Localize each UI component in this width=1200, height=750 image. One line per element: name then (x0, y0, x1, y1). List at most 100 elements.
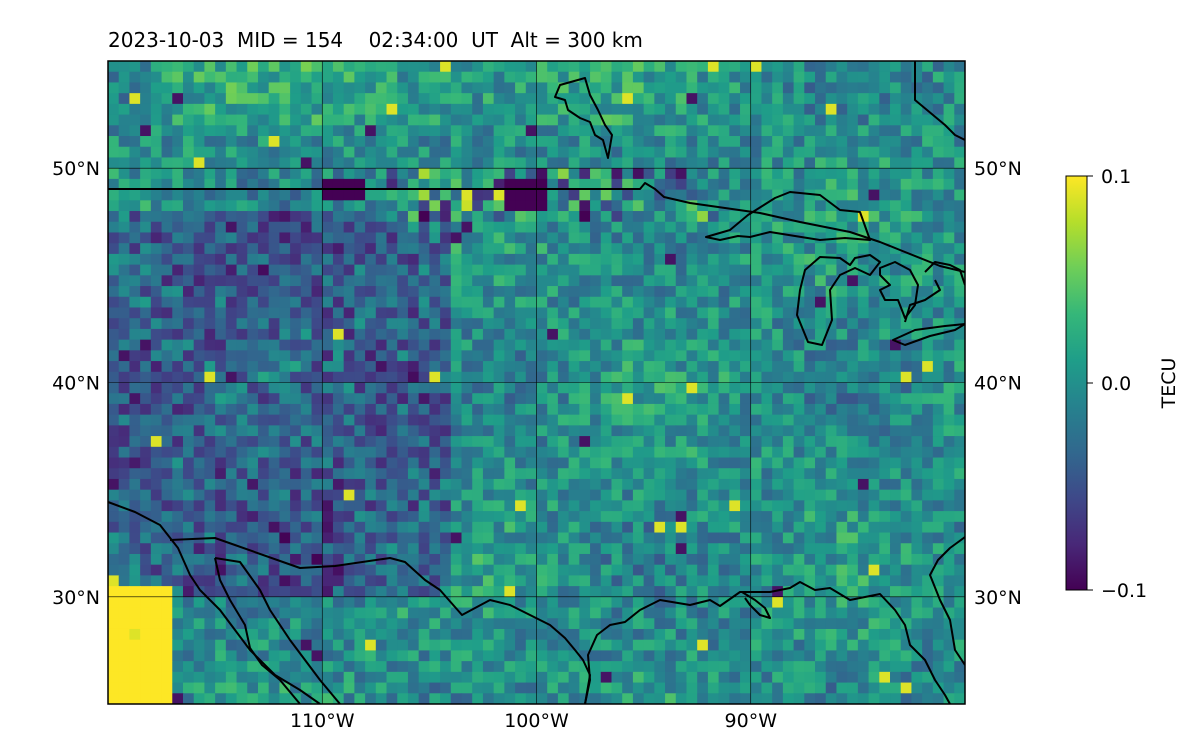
heatmap-cell (172, 61, 184, 73)
heatmap-cell (257, 178, 270, 191)
heatmap-cell (236, 607, 248, 619)
heatmap-cell (322, 125, 334, 137)
heatmap-cell (868, 71, 880, 84)
heatmap-cell (472, 478, 484, 491)
heatmap-cell (890, 103, 902, 116)
heatmap-cell (215, 436, 227, 448)
heatmap-cell (750, 650, 763, 662)
heatmap-cell (611, 511, 623, 523)
heatmap-cell (525, 125, 538, 137)
heatmap-cell (911, 682, 923, 694)
heatmap-cell (418, 93, 430, 105)
heatmap-cell (472, 489, 484, 501)
heatmap-cell (300, 639, 313, 652)
heatmap-cell (236, 307, 248, 319)
heatmap-cell (300, 178, 313, 191)
heatmap-cell (568, 146, 580, 159)
heatmap-cell (686, 639, 698, 652)
heatmap-cell (108, 146, 120, 159)
heatmap-cell (129, 339, 141, 351)
heatmap-cell (536, 221, 548, 234)
heatmap-cell (429, 61, 441, 73)
heatmap-cell (643, 253, 655, 266)
heatmap-cell (922, 446, 934, 459)
heatmap-cell (215, 661, 227, 673)
heatmap-cell (365, 521, 377, 534)
heatmap-cell (461, 103, 473, 116)
heatmap-cell (825, 564, 838, 576)
heatmap-cell (504, 221, 516, 234)
heatmap-cell (632, 114, 645, 126)
heatmap-cell (943, 264, 955, 276)
heatmap-cell (450, 693, 463, 704)
heatmap-cell (568, 371, 580, 384)
heatmap-cell (525, 425, 538, 437)
heatmap-cell (654, 200, 666, 212)
heatmap-cell (418, 286, 430, 298)
heatmap-cell (911, 661, 923, 673)
heatmap-cell (247, 682, 259, 694)
heatmap-cell (172, 243, 184, 255)
heatmap-cell (247, 403, 259, 416)
heatmap-cell (515, 61, 527, 73)
heatmap-cell (279, 253, 291, 266)
heatmap-cell (879, 328, 891, 341)
heatmap-cell (461, 296, 473, 309)
heatmap-cell (129, 93, 141, 105)
heatmap-cell (515, 682, 527, 694)
heatmap-cell (761, 61, 773, 73)
heatmap-cell (579, 671, 591, 684)
heatmap-cell (836, 82, 848, 94)
heatmap-cell (632, 350, 645, 362)
heatmap-cell (343, 296, 355, 309)
heatmap-cell (140, 478, 152, 491)
heatmap-cell (386, 371, 398, 384)
heatmap-cell (954, 125, 965, 137)
heatmap-cell (686, 425, 698, 437)
heatmap-cell (622, 586, 634, 598)
heatmap-cell (504, 168, 516, 180)
heatmap-cell (515, 264, 527, 276)
heatmap-cell (161, 425, 173, 437)
heatmap-cell (407, 71, 420, 84)
heatmap-cell (632, 661, 645, 673)
heatmap-cell (707, 275, 720, 287)
heatmap-cell (118, 103, 131, 116)
heatmap-cell (590, 596, 602, 609)
heatmap-cell (204, 478, 216, 491)
heatmap-cell (440, 661, 452, 673)
heatmap-cell (911, 564, 923, 576)
heatmap-cell (140, 564, 152, 576)
heatmap-cell (557, 489, 570, 501)
heatmap-cell (954, 639, 965, 652)
heatmap-cell (172, 553, 184, 566)
heatmap-cell (954, 211, 965, 223)
heatmap-cell (429, 275, 441, 287)
heatmap-cell (954, 61, 965, 73)
heatmap-cell (761, 532, 773, 544)
heatmap-cell (707, 403, 720, 416)
heatmap-cell (332, 200, 345, 212)
heatmap-cell (579, 393, 591, 405)
heatmap-cell (622, 328, 634, 341)
heatmap-cell (225, 564, 238, 576)
heatmap-cell (632, 103, 645, 116)
heatmap-cell (515, 671, 527, 684)
heatmap-cell (322, 446, 334, 459)
heatmap-cell (654, 361, 666, 373)
heatmap-cell (332, 296, 345, 309)
heatmap-cell (675, 318, 688, 330)
heatmap-cell (911, 61, 923, 73)
heatmap-cell (161, 286, 173, 298)
heatmap-cell (150, 457, 163, 469)
heatmap-cell (482, 275, 495, 287)
heatmap-cell (407, 350, 420, 362)
heatmap-cell (472, 671, 484, 684)
heatmap-cell (911, 639, 923, 652)
heatmap-cell (268, 361, 280, 373)
heatmap-cell (407, 136, 420, 148)
heatmap-cell (129, 361, 141, 373)
heatmap-cell (418, 553, 430, 566)
heatmap-cell (461, 114, 473, 126)
heatmap-cell (161, 553, 173, 566)
